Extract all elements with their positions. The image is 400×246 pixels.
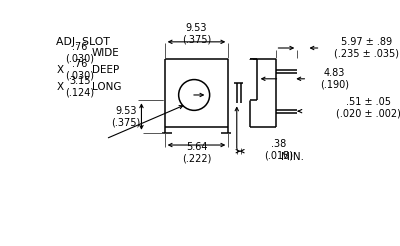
Text: DEEP: DEEP: [92, 64, 119, 75]
Text: 3.15
(.124): 3.15 (.124): [66, 76, 95, 97]
Circle shape: [179, 79, 210, 110]
Text: LONG: LONG: [92, 81, 121, 92]
Text: 9.53
(.375): 9.53 (.375): [182, 23, 211, 45]
Text: .51 ± .05
(.020 ± .002): .51 ± .05 (.020 ± .002): [336, 97, 400, 119]
Text: 5.97 ± .89
(.235 ± .035): 5.97 ± .89 (.235 ± .035): [334, 37, 400, 59]
Text: 5.64
(.222): 5.64 (.222): [182, 142, 211, 164]
Text: 4.83
(.190): 4.83 (.190): [320, 68, 349, 90]
Text: .76
(.030): .76 (.030): [66, 42, 94, 63]
Text: X: X: [56, 64, 63, 75]
Text: .76
(.030): .76 (.030): [66, 59, 94, 80]
Text: MIN.: MIN.: [281, 152, 304, 162]
Text: X: X: [56, 81, 63, 92]
Text: .38
(.015): .38 (.015): [264, 139, 293, 160]
Text: WIDE: WIDE: [92, 48, 120, 58]
Text: ADJ. SLOT: ADJ. SLOT: [56, 37, 110, 47]
Text: 9.53
(.375): 9.53 (.375): [111, 106, 140, 127]
